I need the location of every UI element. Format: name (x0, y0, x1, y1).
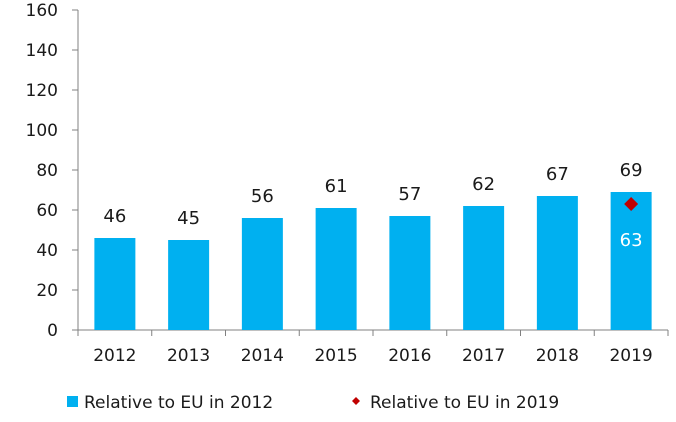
bar (241, 218, 283, 330)
legend-swatch-diamond (352, 397, 360, 405)
y-tick-label: 80 (36, 161, 58, 181)
legend-swatch-bar (67, 396, 78, 407)
legend: Relative to EU in 2012 Relative to EU in … (67, 393, 559, 413)
y-tick-label: 40 (36, 241, 58, 261)
bar-data-label: 56 (251, 186, 274, 207)
bar-data-label: 69 (620, 160, 643, 181)
y-tick-label: 0 (47, 321, 58, 341)
x-tick-label: 2014 (241, 346, 284, 366)
bar (315, 208, 357, 330)
bar-data-label: 62 (472, 174, 495, 195)
y-tick-label: 60 (36, 201, 58, 221)
bar (610, 192, 652, 330)
x-tick-label: 2013 (167, 346, 210, 366)
y-tick-label: 20 (36, 281, 58, 301)
bar-data-label: 46 (103, 206, 126, 227)
bar (389, 216, 431, 330)
legend-label: Relative to EU in 2019 (370, 393, 559, 413)
bar-data-label: 67 (546, 164, 569, 185)
y-tick-label: 160 (26, 1, 58, 21)
x-tick-label: 2019 (609, 346, 652, 366)
x-tick-label: 2017 (462, 346, 505, 366)
x-tick-label: 2015 (314, 346, 357, 366)
y-tick-label: 100 (26, 121, 58, 141)
bar (536, 196, 578, 330)
y-tick-label: 140 (26, 41, 58, 61)
bars (94, 192, 652, 330)
point-data-label: 63 (620, 230, 643, 251)
x-tick-label: 2012 (93, 346, 136, 366)
data-labels: 46 45 56 61 57 62 67 69 63 (103, 160, 642, 251)
bar-data-label: 61 (325, 176, 348, 197)
bar (94, 238, 136, 330)
bar-data-label: 45 (177, 208, 200, 229)
y-tick-label: 120 (26, 81, 58, 101)
point-marker (624, 197, 639, 211)
legend-label: Relative to EU in 2012 (84, 393, 273, 413)
axes: 0 20 40 60 80 100 120 140 160 2012 2013 2014 2015 201… (26, 1, 669, 366)
bar (463, 206, 505, 330)
x-tick-label: 2018 (536, 346, 579, 366)
bar-data-label: 57 (398, 184, 421, 205)
bar (168, 240, 210, 330)
x-tick-label: 2016 (388, 346, 431, 366)
